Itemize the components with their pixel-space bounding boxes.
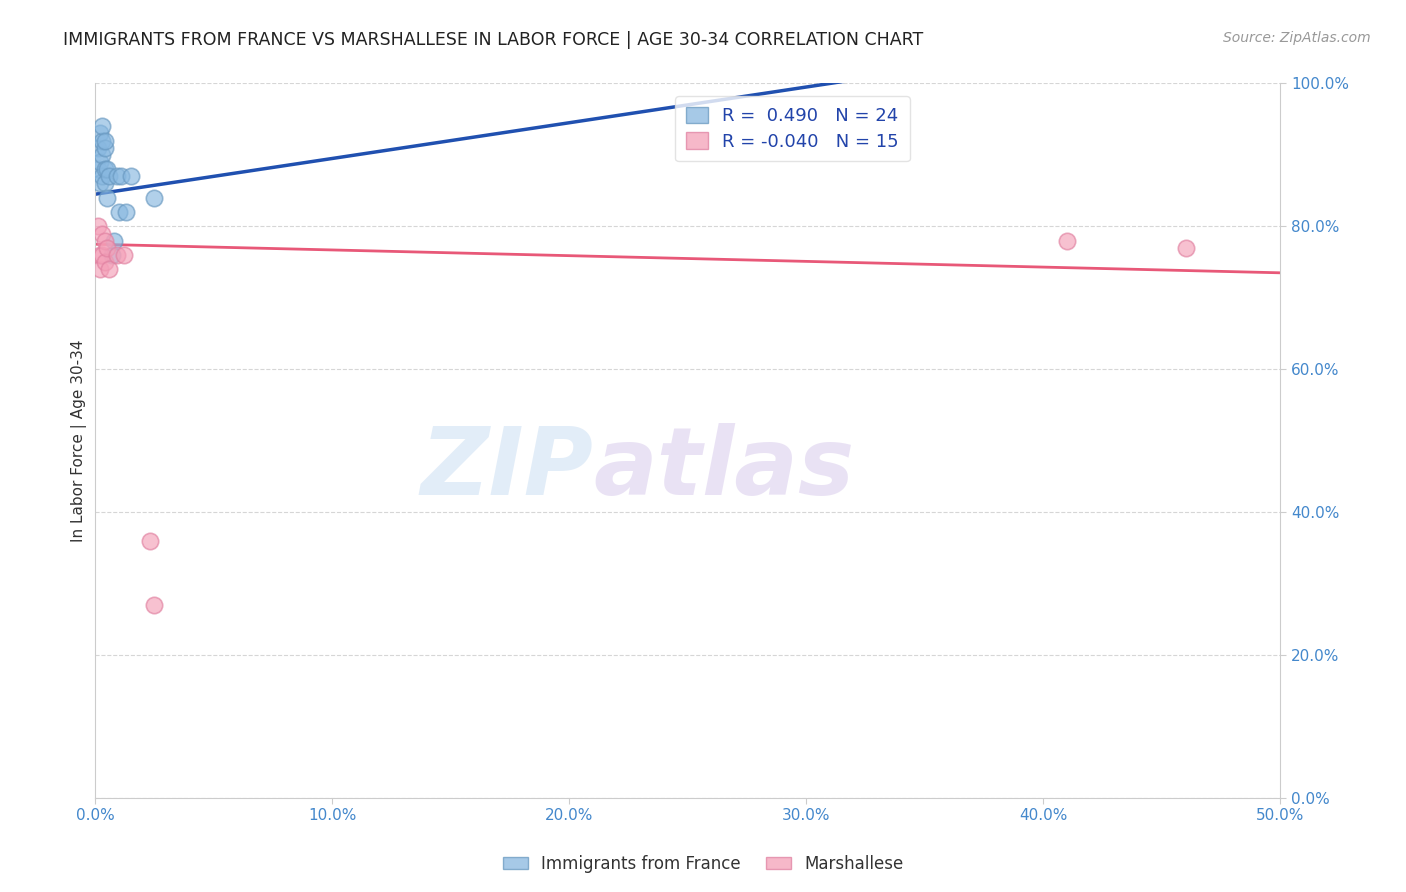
Point — [103, 234, 125, 248]
Point — [1174, 241, 1197, 255]
Point — [143, 598, 166, 612]
Point — [89, 262, 111, 277]
Point — [143, 191, 166, 205]
Point — [91, 248, 114, 262]
Text: IMMIGRANTS FROM FRANCE VS MARSHALLESE IN LABOR FORCE | AGE 30-34 CORRELATION CHA: IMMIGRANTS FROM FRANCE VS MARSHALLESE IN… — [63, 31, 924, 49]
Point — [93, 141, 115, 155]
Point — [105, 169, 128, 184]
Point — [1056, 234, 1078, 248]
Point — [89, 177, 111, 191]
Point — [93, 177, 115, 191]
Point — [93, 134, 115, 148]
Text: atlas: atlas — [593, 424, 855, 516]
Point — [96, 241, 118, 255]
Point — [86, 219, 108, 234]
Text: ZIP: ZIP — [420, 424, 593, 516]
Point — [86, 162, 108, 177]
Text: Source: ZipAtlas.com: Source: ZipAtlas.com — [1223, 31, 1371, 45]
Point — [98, 169, 121, 184]
Point — [120, 169, 142, 184]
Point — [98, 262, 121, 277]
Point — [91, 120, 114, 134]
Point — [91, 134, 114, 148]
Y-axis label: In Labor Force | Age 30-34: In Labor Force | Age 30-34 — [72, 340, 87, 542]
Point — [93, 255, 115, 269]
Point — [89, 127, 111, 141]
Point — [86, 141, 108, 155]
Point — [91, 227, 114, 241]
Point — [96, 191, 118, 205]
Point — [89, 155, 111, 169]
Point — [89, 248, 111, 262]
Point — [101, 248, 124, 262]
Legend: R =  0.490   N = 24, R = -0.040   N = 15: R = 0.490 N = 24, R = -0.040 N = 15 — [675, 96, 910, 161]
Point — [138, 533, 160, 548]
Point — [115, 205, 138, 219]
Point — [110, 169, 132, 184]
Point — [96, 162, 118, 177]
Point — [91, 169, 114, 184]
Point — [108, 205, 131, 219]
Point — [93, 234, 115, 248]
Point — [91, 148, 114, 162]
Point — [105, 248, 128, 262]
Point — [93, 162, 115, 177]
Legend: Immigrants from France, Marshallese: Immigrants from France, Marshallese — [496, 848, 910, 880]
Point — [112, 248, 135, 262]
